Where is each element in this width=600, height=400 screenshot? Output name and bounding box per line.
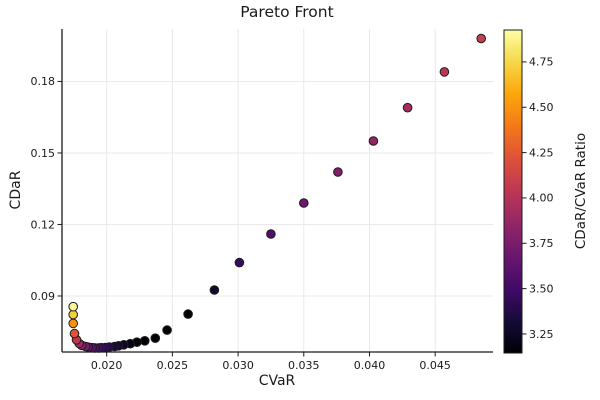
colorbar: 3.25 3.50 3.75 4.00 4.25 4.50 4.75 bbox=[503, 29, 554, 354]
chart-title: Pareto Front bbox=[240, 3, 333, 21]
y-tick-label: 0.12 bbox=[31, 218, 56, 231]
colorbar-label: CDaR/CVaR Ratio bbox=[573, 133, 589, 249]
scatter-point bbox=[140, 336, 150, 346]
scatter-point bbox=[368, 136, 379, 146]
x-axis-label: CVaR bbox=[259, 373, 296, 389]
colorbar-tick-label: 4.75 bbox=[529, 56, 554, 69]
colorbar-tick-label: 3.50 bbox=[529, 282, 554, 295]
scatter-point bbox=[234, 257, 245, 268]
scatter-point bbox=[333, 167, 343, 177]
y-tick-label: 0.15 bbox=[31, 147, 56, 160]
colorbar-tick-label: 4.50 bbox=[529, 101, 554, 114]
colorbar-tick-label: 4.00 bbox=[529, 192, 554, 205]
x-tick-label: 0.035 bbox=[288, 359, 320, 372]
scatter-point bbox=[209, 285, 220, 295]
y-tick-label: 0.18 bbox=[31, 75, 56, 88]
x-tick-label: 0.030 bbox=[222, 359, 254, 372]
x-tick-label: 0.045 bbox=[419, 359, 451, 372]
x-tick-label: 0.025 bbox=[157, 359, 189, 372]
scatter-point bbox=[183, 309, 193, 319]
scatter-point bbox=[402, 102, 413, 113]
grid-lines bbox=[62, 29, 493, 352]
colorbar-tick-label: 4.25 bbox=[529, 146, 554, 159]
scatter-point bbox=[68, 301, 78, 312]
axes: 0.020 0.025 0.030 0.035 0.040 0.045 0.09 0.12 0.… bbox=[31, 29, 493, 372]
colorbar-tick-label: 3.75 bbox=[529, 237, 554, 250]
colorbar-tick-label: 3.25 bbox=[529, 328, 554, 341]
scatter-point bbox=[68, 318, 78, 329]
scatter-point bbox=[476, 33, 487, 44]
x-tick-label: 0.020 bbox=[91, 359, 123, 372]
x-tick-label: 0.040 bbox=[354, 359, 386, 372]
y-tick-label: 0.09 bbox=[31, 290, 56, 303]
scatter-points bbox=[68, 33, 487, 353]
scatter-point bbox=[439, 67, 450, 77]
scatter-point bbox=[69, 328, 80, 339]
colorbar-gradient bbox=[503, 29, 523, 354]
scatter-point bbox=[162, 325, 172, 335]
scatter-point bbox=[299, 198, 309, 208]
scatter-point bbox=[266, 229, 276, 239]
y-axis-label: CDaR bbox=[8, 170, 24, 209]
scatter-point bbox=[68, 309, 78, 320]
scatter-point bbox=[150, 333, 161, 344]
